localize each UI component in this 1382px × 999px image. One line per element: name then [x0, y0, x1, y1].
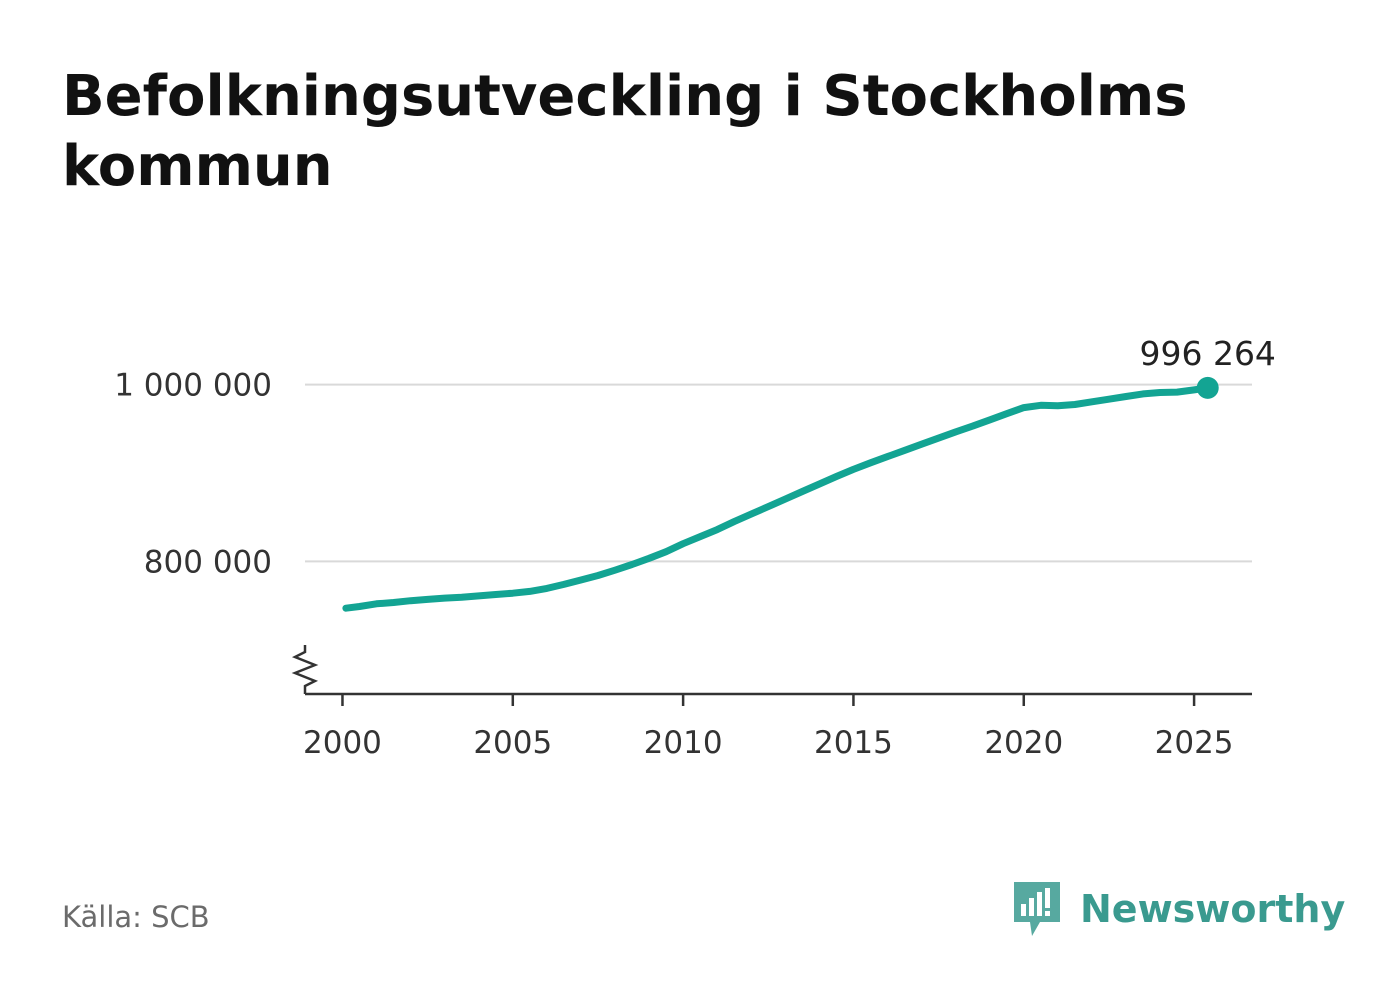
x-axis-ticks: 2000 2005 2010 2015 2020 2025 — [303, 694, 1234, 761]
brand-logo: Newsworthy — [1010, 878, 1345, 940]
annotation-layer: 996 264 — [1139, 334, 1276, 399]
series-layer — [342, 384, 1212, 612]
x-axis — [291, 645, 1252, 696]
x-tick-label: 2000 — [303, 725, 382, 761]
brand-name: Newsworthy — [1080, 887, 1346, 931]
newsworthy-logo-icon — [1014, 882, 1060, 936]
y-axis-ticks: 800 000 1 000 000 — [114, 368, 272, 581]
last-point-label: 996 264 — [1139, 334, 1275, 373]
chart-title: Befolkningsutveckling i Stockholms kommu… — [62, 64, 1188, 199]
source-note: Källa: SCB — [62, 900, 210, 934]
population-line — [342, 384, 1212, 612]
grid-lines — [305, 383, 1252, 563]
x-tick-label: 2015 — [814, 725, 893, 761]
x-tick-label: 2025 — [1155, 725, 1234, 761]
x-tick-label: 2005 — [473, 725, 552, 761]
y-axis-break-marker — [291, 645, 319, 694]
y-tick-label: 1 000 000 — [114, 368, 272, 404]
y-tick-label: 800 000 — [144, 544, 272, 580]
x-tick-label: 2010 — [644, 725, 723, 761]
x-tick-label: 2020 — [984, 725, 1063, 761]
last-point-marker — [1196, 376, 1219, 399]
